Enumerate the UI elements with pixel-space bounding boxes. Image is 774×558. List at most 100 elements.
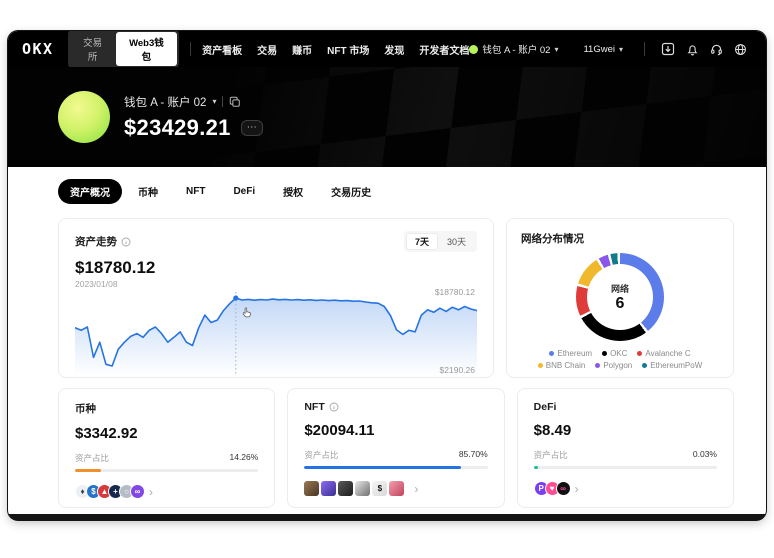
range-toggle: 7天 30天 [403, 231, 477, 252]
copy-icon[interactable] [229, 96, 241, 108]
tab-approvals[interactable]: 授权 [271, 179, 315, 204]
defi-card-title: DeFi [533, 401, 557, 413]
range-7d-button[interactable]: 7天 [405, 233, 438, 250]
legend-item: Avalanche C [637, 349, 691, 358]
total-balance: $23429.21 [124, 114, 231, 140]
nav-item-nft-market[interactable]: NFT 市场 [327, 45, 370, 57]
nft-thumb[interactable] [355, 481, 371, 496]
divider [644, 42, 645, 56]
tab-defi[interactable]: DeFi [221, 181, 267, 202]
gas-pump-icon [568, 43, 579, 55]
defi-value: $8.49 [533, 422, 572, 439]
toggle-exchange[interactable]: 交易所 [70, 32, 116, 66]
okx-logo[interactable]: OKX [22, 40, 54, 58]
notifications-button[interactable] [680, 43, 704, 56]
trend-hover-date: 2023/01/08 [75, 279, 118, 289]
nav-item-dev-docs[interactable]: 开发者文档 [419, 45, 470, 57]
product-toggle: 交易所 Web3钱包 [67, 31, 180, 68]
main-content: 资产走势 7天 30天 $18780.12 2023/01/08 [8, 214, 766, 508]
wallet-name: 钱包 A - 账户 02 [124, 96, 207, 109]
chevron-down-icon[interactable]: ▾ [212, 97, 217, 106]
support-button[interactable] [704, 43, 728, 56]
asset-trend-card: 资产走势 7天 30天 $18780.12 2023/01/08 [58, 218, 494, 378]
gas-value: 11Gwei [583, 43, 615, 55]
coins-summary-card: 币种 $3342.92 资产占比 14.26% ♦ $ ▲ + ○ ∞ [58, 388, 276, 508]
more-actions-button[interactable]: ⋯ [240, 119, 263, 136]
download-app-button[interactable] [656, 42, 680, 56]
ratio-percent: 14.26% [229, 452, 259, 462]
account-status-dot [469, 44, 479, 54]
language-button[interactable] [728, 43, 752, 56]
ratio-percent: 85.70% [458, 449, 488, 459]
toggle-web3-wallet[interactable]: Web3钱包 [115, 32, 178, 66]
nft-value: $20094.11 [304, 422, 375, 439]
tab-asset-overview[interactable]: 资产概况 [58, 179, 122, 204]
bell-icon [686, 44, 698, 55]
trend-hover-value: $18780.12 [75, 258, 156, 277]
divider [222, 96, 224, 107]
nav-item-earn[interactable]: 赚币 [292, 45, 313, 57]
info-icon[interactable] [329, 402, 339, 412]
range-30d-button[interactable]: 30天 [438, 233, 475, 250]
nft-summary-card: NFT $20094.11 资产占比 85.70% $ [287, 388, 505, 508]
headset-icon [710, 44, 722, 55]
nav-item-trade[interactable]: 交易 [257, 45, 278, 57]
nft-thumb-list: $ [304, 481, 406, 496]
legend-item: Ethereum [549, 349, 592, 358]
donut-legend: Ethereum OKC Avalanche C BNB Chain Polygon Et… [521, 349, 719, 370]
nav-item-discover[interactable]: 发现 [384, 45, 405, 57]
legend-item: OKC [602, 349, 627, 358]
summary-row: 币种 $3342.92 资产占比 14.26% ♦ $ ▲ + ○ ∞ [58, 388, 734, 508]
chevron-right-icon[interactable] [575, 483, 579, 495]
tab-history[interactable]: 交易历史 [319, 179, 383, 204]
wallet-avatar [58, 91, 110, 143]
legend-item: Polygon [595, 361, 632, 370]
progress-bar [304, 466, 488, 469]
donut-center-value: 6 [615, 294, 625, 312]
defi-protocol-list: P ♥ ∞ [533, 481, 571, 496]
polygon-token-icon[interactable]: ∞ [130, 484, 145, 499]
progress-bar [533, 466, 717, 469]
ratio-label: 资产占比 [533, 450, 568, 460]
trend-card-title: 资产走势 [75, 236, 117, 248]
donut-center-label: 网络 [610, 283, 629, 294]
top-navbar: OKX 交易所 Web3钱包 资产看板 交易 赚币 NFT 市场 发现 开发者文… [8, 31, 766, 68]
info-icon[interactable] [121, 237, 131, 247]
network-donut-chart[interactable]: 网络 6 [576, 253, 664, 341]
nft-thumb[interactable]: $ [372, 481, 388, 496]
ratio-label: 资产占比 [304, 450, 339, 460]
line-chart[interactable]: $18780.12 $2190.26 [75, 287, 477, 376]
network-distribution-card: 网络分布情况 网络 6 Ethereum OKC Avalanche C BNB Ch… [506, 218, 734, 378]
chevron-down-icon: ▾ [618, 44, 623, 54]
chevron-down-icon: ▾ [554, 44, 559, 54]
coins-card-title: 币种 [75, 403, 96, 415]
gas-indicator[interactable]: 11Gwei ▾ [568, 43, 623, 55]
nft-thumb[interactable] [304, 481, 320, 496]
account-label: 钱包 A - 账户 02 [482, 45, 551, 56]
y-min-label: $2190.26 [439, 365, 475, 375]
progress-bar [75, 469, 259, 472]
nav-item-assets-board[interactable]: 资产看板 [202, 45, 243, 57]
defi-protocol-icon[interactable]: ∞ [555, 481, 571, 496]
chevron-right-icon[interactable] [414, 483, 418, 495]
account-selector[interactable]: 钱包 A - 账户 02 ▾ [469, 42, 558, 56]
network-card-title: 网络分布情况 [521, 233, 584, 245]
ratio-label: 资产占比 [75, 453, 110, 463]
download-icon [661, 42, 675, 56]
legend-item: EthereumPoW [642, 361, 702, 370]
coins-value: $3342.92 [75, 425, 138, 442]
ratio-percent: 0.03% [692, 449, 717, 459]
legend-item: BNB Chain [537, 361, 585, 370]
donut-center: 网络 6 [587, 264, 653, 330]
nft-thumb[interactable] [321, 481, 337, 496]
tab-bar: 资产概况 币种 NFT DeFi 授权 交易历史 [8, 167, 766, 214]
nft-card-title: NFT [304, 401, 325, 413]
nft-thumb[interactable] [389, 481, 405, 496]
nft-thumb[interactable] [338, 481, 354, 496]
defi-summary-card: DeFi $8.49 资产占比 0.03% P ♥ ∞ [516, 388, 734, 508]
chevron-right-icon[interactable] [149, 486, 153, 498]
tab-nft[interactable]: NFT [174, 181, 217, 202]
tab-coins[interactable]: 币种 [126, 179, 170, 204]
y-max-label: $18780.12 [434, 287, 475, 297]
